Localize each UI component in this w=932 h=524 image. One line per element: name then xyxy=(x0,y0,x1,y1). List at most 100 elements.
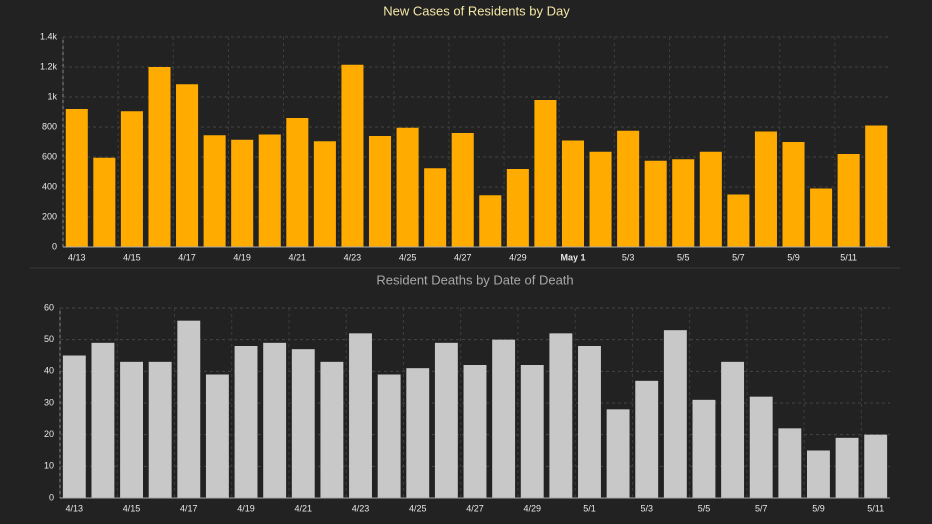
y-tick-label: 50 xyxy=(44,334,54,344)
x-tick-label: 4/25 xyxy=(399,252,417,262)
bar xyxy=(62,355,86,498)
bar xyxy=(451,133,474,247)
x-tick-label: 5/5 xyxy=(677,252,690,262)
x-tick-label: 4/17 xyxy=(180,503,198,513)
bar xyxy=(782,142,805,247)
bar xyxy=(177,320,201,498)
x-tick-label: 5/11 xyxy=(840,252,857,262)
x-tick-label: 4/27 xyxy=(454,252,472,262)
bar xyxy=(492,339,516,498)
x-tick-label: 4/29 xyxy=(523,503,541,513)
x-tick-label: 4/19 xyxy=(237,503,255,513)
bar xyxy=(258,134,281,247)
y-tick-label: 400 xyxy=(42,181,57,191)
bar xyxy=(120,111,143,247)
bar xyxy=(589,151,612,247)
y-tick-label: 20 xyxy=(44,429,54,439)
bar xyxy=(534,100,557,247)
bar xyxy=(377,374,401,498)
x-tick-label: 4/27 xyxy=(466,503,484,513)
y-tick-label: 800 xyxy=(42,121,57,131)
x-tick-label: 4/29 xyxy=(509,252,527,262)
x-tick-label: 5/9 xyxy=(812,503,825,513)
x-tick-label: 5/7 xyxy=(755,503,768,513)
y-tick-label: 1k xyxy=(47,91,57,101)
x-tick-label: 4/15 xyxy=(123,252,141,262)
bar xyxy=(749,396,773,498)
bar xyxy=(778,428,802,498)
y-tick-label: 0 xyxy=(49,492,54,502)
bar xyxy=(835,437,859,498)
bar xyxy=(406,368,430,498)
y-tick-label: 1.4k xyxy=(40,31,58,41)
y-tick-label: 600 xyxy=(42,151,57,161)
bar xyxy=(434,342,458,498)
x-tick-label: 5/3 xyxy=(640,503,653,513)
bar xyxy=(93,157,116,247)
x-tick-label: 4/23 xyxy=(352,503,370,513)
x-tick-label: 5/9 xyxy=(787,252,800,262)
y-tick-label: 0 xyxy=(52,241,57,251)
bar xyxy=(341,64,364,247)
bar xyxy=(91,342,115,498)
chart-title: New Cases of Residents by Day xyxy=(383,3,570,18)
y-tick-label: 60 xyxy=(44,302,54,312)
bar xyxy=(463,365,487,498)
bar xyxy=(291,349,315,498)
x-tick-label: 4/21 xyxy=(295,503,313,513)
bar xyxy=(561,140,585,247)
x-tick-label: 5/1 xyxy=(583,503,596,513)
bar xyxy=(692,399,716,498)
bar xyxy=(396,127,419,247)
y-tick-label: 30 xyxy=(44,397,54,407)
x-tick-label: May 1 xyxy=(560,252,585,262)
bar xyxy=(349,333,372,498)
bar xyxy=(231,139,254,247)
bar xyxy=(837,154,860,247)
bar xyxy=(721,361,745,498)
x-tick-label: 4/19 xyxy=(233,252,251,262)
x-tick-label: 4/21 xyxy=(289,252,307,262)
x-tick-label: 4/25 xyxy=(409,503,427,513)
x-tick-label: 4/23 xyxy=(344,252,362,262)
bar xyxy=(120,361,143,498)
chart-title: Resident Deaths by Date of Death xyxy=(376,272,573,287)
bar xyxy=(313,141,336,247)
bar xyxy=(672,159,695,247)
bar xyxy=(286,118,309,247)
bar xyxy=(663,330,687,498)
bar xyxy=(578,346,601,498)
x-tick-label: 4/13 xyxy=(66,503,84,513)
bar xyxy=(699,151,722,247)
x-tick-label: 4/15 xyxy=(123,503,141,513)
bar xyxy=(148,67,171,247)
bar xyxy=(506,169,529,247)
bar xyxy=(205,374,229,498)
bar xyxy=(65,109,88,247)
bar xyxy=(807,450,830,498)
bar xyxy=(520,365,544,498)
x-tick-label: 5/3 xyxy=(622,252,635,262)
y-tick-label: 10 xyxy=(44,461,54,471)
bar xyxy=(617,130,640,247)
bar xyxy=(549,333,573,498)
bar xyxy=(176,84,199,247)
bar xyxy=(864,434,888,498)
bar xyxy=(810,188,833,247)
x-tick-label: 4/13 xyxy=(68,252,86,262)
bar xyxy=(754,131,777,247)
bar xyxy=(234,346,258,498)
bar xyxy=(263,342,287,498)
bar xyxy=(148,361,172,498)
bar xyxy=(727,194,750,247)
bar xyxy=(644,160,667,247)
bar xyxy=(606,409,630,498)
bar xyxy=(320,361,344,498)
bar xyxy=(479,195,502,247)
x-tick-label: 4/17 xyxy=(178,252,196,262)
x-tick-label: 5/11 xyxy=(867,503,884,513)
bar xyxy=(865,125,888,247)
x-tick-label: 5/5 xyxy=(698,503,711,513)
